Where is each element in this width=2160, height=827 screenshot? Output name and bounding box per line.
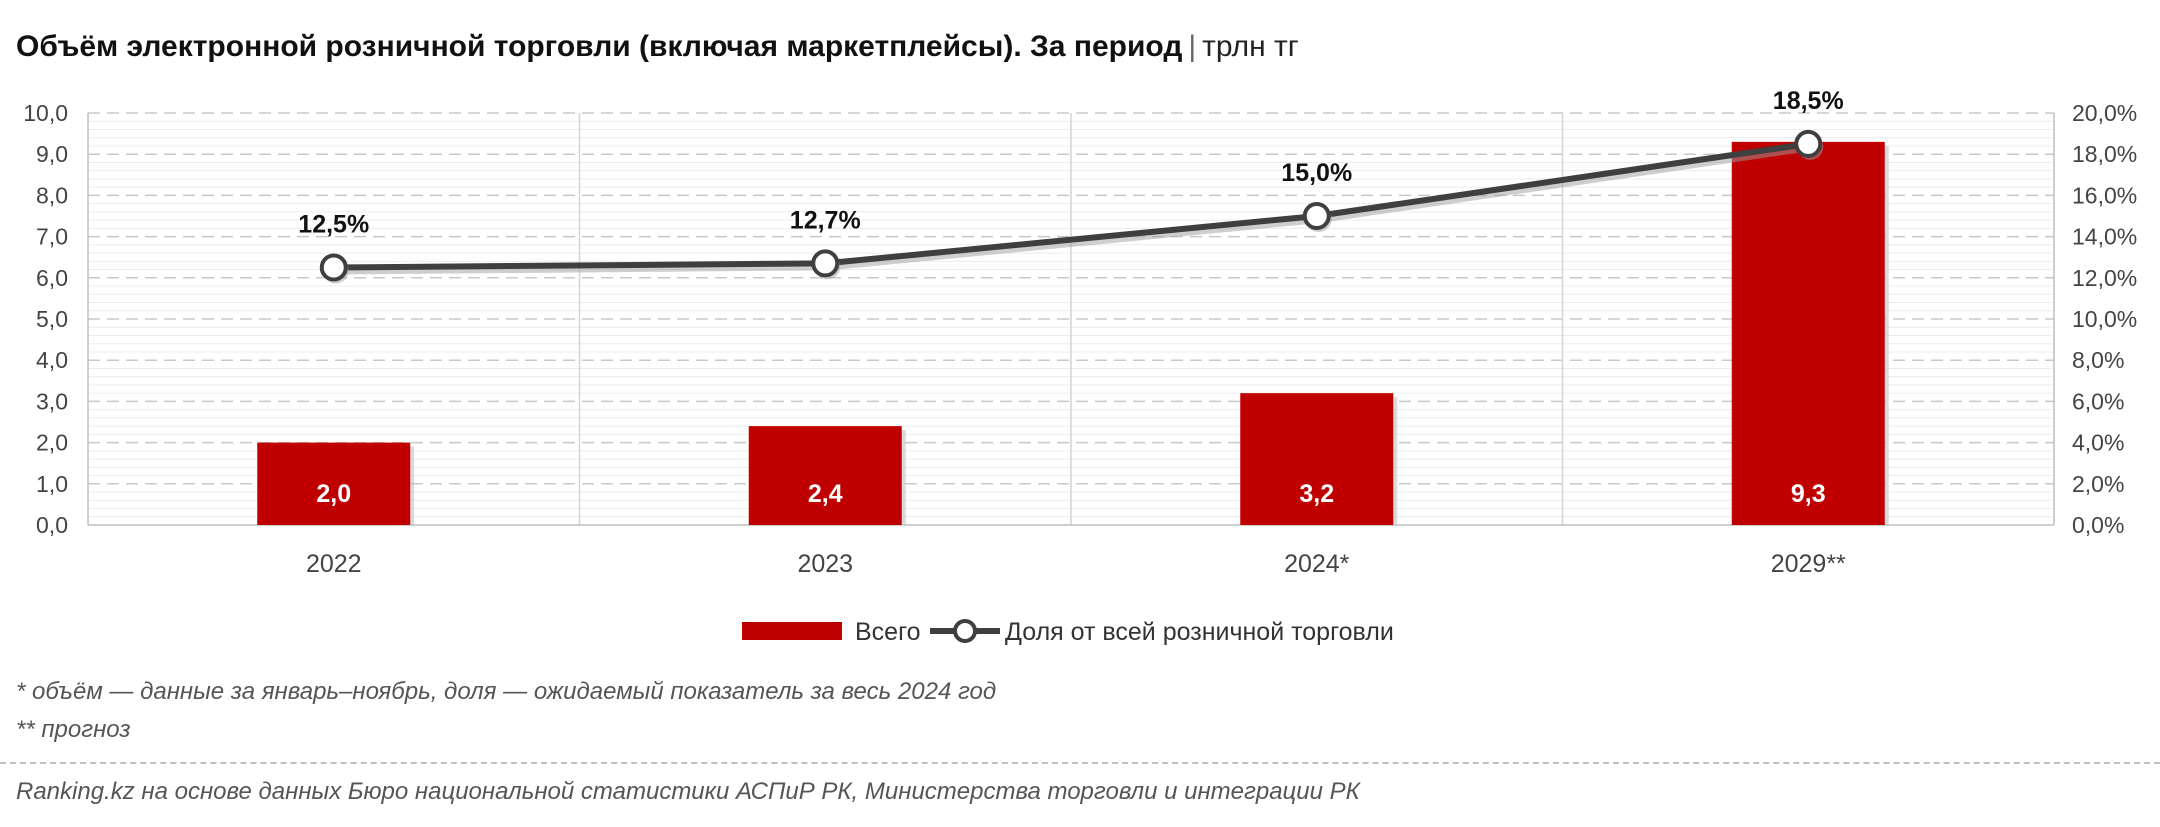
y-left-tick-label: 3,0	[36, 388, 68, 414]
title-separator: |	[1188, 30, 1197, 63]
bar	[748, 426, 902, 525]
line-value-label: 12,5%	[298, 211, 369, 239]
x-tick-label: 2029**	[1771, 550, 1846, 578]
bar	[1731, 141, 1885, 525]
y-left-tick-label: 1,0	[36, 471, 68, 497]
y-right-tick-label: 18,0%	[2072, 141, 2137, 167]
bar-value-label: 2,4	[808, 480, 843, 508]
y-right-tick-label: 16,0%	[2072, 182, 2137, 208]
source-note: Ranking.kz на основе данных Бюро национа…	[16, 778, 1360, 805]
y-left-tick-label: 10,0	[23, 100, 68, 126]
x-tick-label: 2023	[797, 550, 853, 578]
y-right-tick-label: 12,0%	[2072, 265, 2137, 291]
y-left-tick-label: 6,0	[36, 265, 68, 291]
y-right-tick-label: 6,0%	[2072, 388, 2124, 414]
bar-value-label: 3,2	[1299, 480, 1334, 508]
footnote-2: ** прогноз	[16, 716, 131, 743]
line-path	[333, 140, 1809, 271]
axes: 0,0 1,0 2,0 3,0 4,0 5,0 6,0 7,0 8,0 9,0 10,0 0,0% 2,…	[23, 100, 2137, 578]
chart-unit: трлн тг	[1202, 30, 1299, 63]
y-left-tick-label: 8,0	[36, 182, 68, 208]
line-point	[319, 253, 348, 282]
y-right-tick-label: 0,0%	[2072, 512, 2124, 538]
y-left-tick-label: 4,0	[36, 347, 68, 373]
line-point	[811, 249, 840, 278]
chart-title: Объём электронной розничной торговли (вк…	[16, 30, 1299, 64]
line-shadow	[336, 144, 1812, 275]
y-right-tick-label: 14,0%	[2072, 224, 2137, 250]
grid	[88, 112, 2054, 525]
legend-label-line: Доля от всей розничной торговли	[1005, 618, 1394, 646]
share-line: 12,5% 12,7% 15,0% 18,5%	[298, 87, 1844, 284]
line-value-label: 18,5%	[1773, 87, 1844, 115]
bar-value-label: 9,3	[1791, 480, 1826, 508]
chart-title-main: Объём электронной розничной торговли (вк…	[16, 30, 1183, 63]
legend-swatch-marker	[953, 619, 977, 643]
bar-value-label: 2,0	[316, 480, 351, 508]
line-point	[1302, 202, 1331, 230]
bar	[1240, 393, 1394, 525]
legend: Всего Доля от всей розничной торговли	[742, 618, 1394, 646]
x-tick-label: 2022	[306, 550, 362, 578]
bar	[257, 442, 411, 525]
legend-label-bars: Всего	[855, 618, 921, 646]
divider	[0, 762, 2160, 764]
line-point	[1794, 129, 1823, 158]
y-right-tick-label: 8,0%	[2072, 347, 2124, 373]
y-right-tick-label: 20,0%	[2072, 100, 2137, 126]
y-right-tick-label: 10,0%	[2072, 306, 2137, 332]
y-right-tick-label: 2,0%	[2072, 471, 2124, 497]
y-left-tick-label: 9,0	[36, 141, 68, 167]
y-right-tick-label: 4,0%	[2072, 430, 2124, 456]
x-tick-label: 2024*	[1284, 550, 1350, 578]
line-value-label: 15,0%	[1281, 159, 1352, 187]
y-left-tick-label: 7,0	[36, 224, 68, 250]
bars: 2,0 2,4 3,2 9,3	[257, 141, 1889, 525]
y-left-tick-label: 0,0	[36, 512, 68, 538]
y-left-tick-label: 2,0	[36, 430, 68, 456]
footnote-1: * объём — данные за январь–ноябрь, доля …	[16, 678, 997, 705]
line-value-label: 12,7%	[790, 206, 861, 234]
y-left-tick-label: 5,0	[36, 306, 68, 332]
legend-swatch-bars	[742, 622, 842, 640]
